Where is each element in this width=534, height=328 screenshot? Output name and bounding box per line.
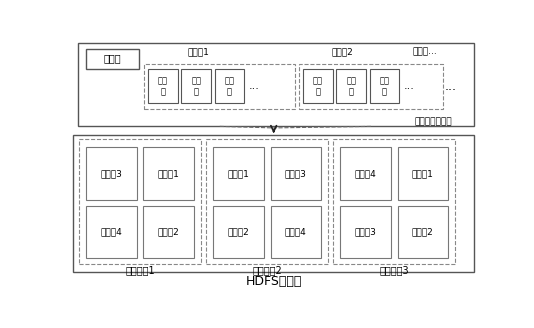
- Bar: [215, 70, 244, 103]
- Text: 存储节点3: 存储节点3: [379, 265, 409, 276]
- Text: ...: ...: [444, 80, 457, 93]
- Text: 一个虚拟机镜像: 一个虚拟机镜像: [414, 117, 452, 126]
- Text: 数据
块: 数据 块: [224, 77, 234, 96]
- Text: 段文件3: 段文件3: [285, 169, 307, 178]
- Text: 段文件2: 段文件2: [158, 227, 179, 236]
- Bar: [271, 147, 321, 199]
- Text: ...: ...: [404, 81, 415, 91]
- Bar: [86, 206, 137, 258]
- Text: 数据
块: 数据 块: [313, 77, 323, 96]
- Text: 段文件3: 段文件3: [100, 169, 122, 178]
- Text: 段文件1: 段文件1: [412, 169, 434, 178]
- Bar: [86, 147, 137, 199]
- Text: 段文件4: 段文件4: [355, 169, 376, 178]
- Text: 段文件3: 段文件3: [355, 227, 376, 236]
- Bar: [370, 70, 399, 103]
- Text: 数据
块: 数据 块: [158, 77, 168, 96]
- Text: 段文件2: 段文件2: [412, 227, 434, 236]
- Bar: [213, 147, 264, 199]
- Bar: [79, 139, 201, 264]
- Text: 数据
块: 数据 块: [380, 77, 389, 96]
- Text: HDFS存储池: HDFS存储池: [246, 276, 302, 288]
- Text: ...: ...: [249, 81, 260, 91]
- Bar: [144, 147, 194, 199]
- Bar: [148, 70, 178, 103]
- Bar: [303, 70, 333, 103]
- Bar: [299, 64, 443, 109]
- Text: 元数据: 元数据: [104, 53, 121, 64]
- Text: 段文件2: 段文件2: [227, 227, 249, 236]
- Text: 段文件4: 段文件4: [100, 227, 122, 236]
- Text: 段文件...: 段文件...: [412, 47, 437, 56]
- Bar: [333, 139, 455, 264]
- Text: 段文件2: 段文件2: [331, 47, 353, 56]
- Bar: [73, 135, 474, 272]
- Text: 存储节点1: 存储节点1: [125, 265, 155, 276]
- Bar: [398, 206, 448, 258]
- Bar: [398, 147, 448, 199]
- Text: 段文件1: 段文件1: [187, 47, 209, 56]
- Text: 段文件1: 段文件1: [158, 169, 179, 178]
- Text: 段文件4: 段文件4: [285, 227, 307, 236]
- Bar: [78, 43, 474, 126]
- Bar: [336, 70, 366, 103]
- Bar: [144, 206, 194, 258]
- Bar: [213, 206, 264, 258]
- Text: 存储节点2: 存储节点2: [252, 265, 282, 276]
- Bar: [206, 139, 328, 264]
- Bar: [340, 206, 391, 258]
- Bar: [182, 70, 211, 103]
- Bar: [144, 64, 295, 109]
- Bar: [271, 206, 321, 258]
- Bar: [86, 49, 139, 69]
- Text: 数据
块: 数据 块: [346, 77, 356, 96]
- Text: 数据
块: 数据 块: [191, 77, 201, 96]
- Text: 段文件1: 段文件1: [227, 169, 249, 178]
- Bar: [340, 147, 391, 199]
